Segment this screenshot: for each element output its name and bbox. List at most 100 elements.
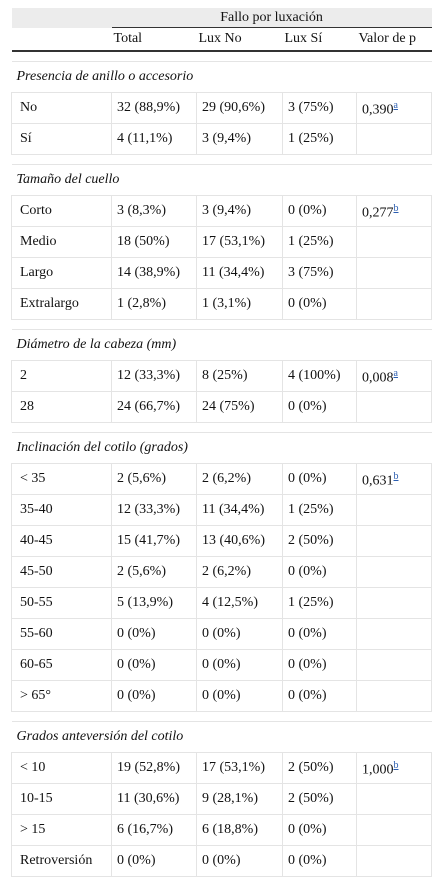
p-value-cell: 0,008a	[355, 360, 433, 392]
data-cell: 0 (0%)	[111, 649, 197, 681]
data-cell: 2 (50%)	[282, 783, 357, 815]
data-cell: 12 (33,3%)	[111, 360, 197, 392]
footnote-link[interactable]: a	[393, 367, 398, 379]
data-cell: 0 (0%)	[111, 845, 197, 877]
data-cell: 1 (25%)	[282, 494, 357, 526]
data-cell: 0 (0%)	[282, 649, 357, 681]
footnote-link[interactable]: b	[393, 202, 399, 214]
row-label: No	[11, 92, 112, 124]
row-label: Sí	[11, 123, 112, 155]
data-cell: 11 (34,4%)	[196, 494, 283, 526]
data-cell: 0 (0%)	[111, 618, 197, 650]
data-cell: 0 (0%)	[282, 195, 357, 227]
p-value: 0,008	[362, 370, 394, 386]
data-row: Corto 3 (8,3%) 3 (9,4%) 0 (0%) 0,277b	[11, 195, 433, 227]
footnote-link[interactable]: a	[393, 99, 398, 111]
p-value-cell	[355, 783, 433, 815]
column-header: Total	[111, 27, 197, 52]
data-cell: 0 (0%)	[196, 680, 283, 712]
section-title: Tamaño del cuello	[11, 164, 432, 196]
data-cell: 5 (13,9%)	[111, 587, 197, 619]
row-label: 55-60	[11, 618, 112, 650]
p-value-cell	[355, 525, 433, 557]
data-cell: 3 (9,4%)	[196, 195, 283, 227]
data-cell: 11 (30,6%)	[111, 783, 197, 815]
column-header: Lux Sí	[282, 27, 357, 52]
section-title: Presencia de anillo o accesorio	[11, 61, 432, 93]
data-row: > 65° 0 (0%) 0 (0%) 0 (0%)	[11, 680, 433, 712]
data-row: 2 12 (33,3%) 8 (25%) 4 (100%) 0,008a	[11, 360, 433, 392]
footnote-link[interactable]: b	[393, 470, 399, 482]
data-row: 55-60 0 (0%) 0 (0%) 0 (0%)	[11, 618, 433, 650]
section-row: Grados anteversión del cotilo	[11, 721, 432, 753]
row-label: Largo	[11, 257, 112, 289]
data-cell: 4 (11,1%)	[111, 123, 197, 155]
data-cell: 24 (75%)	[196, 391, 283, 423]
p-value-cell	[355, 618, 433, 650]
column-header: Lux No	[196, 27, 283, 52]
p-value-cell	[355, 123, 433, 155]
data-cell: 3 (9,4%)	[196, 123, 283, 155]
row-label: > 15	[11, 814, 112, 846]
table-body: Fallo por luxación Total Lux No Lux Sí V…	[11, 8, 433, 877]
data-cell: 3 (75%)	[282, 92, 357, 124]
data-cell: 8 (25%)	[196, 360, 283, 392]
footnote-ref: b	[394, 469, 399, 482]
footnote-ref: b	[394, 758, 399, 771]
spacer-cell	[11, 154, 432, 165]
p-value: 0,631	[362, 473, 394, 489]
data-row: Largo 14 (38,9%) 11 (34,4%) 3 (75%)	[11, 257, 433, 289]
p-value-cell	[355, 226, 433, 258]
row-label: < 35	[11, 463, 112, 495]
header-cell	[11, 8, 112, 28]
data-cell: 0 (0%)	[282, 618, 357, 650]
footnote-link[interactable]: b	[393, 759, 399, 771]
data-cell: 3 (8,3%)	[111, 195, 197, 227]
spacer-row	[11, 154, 432, 165]
row-label: 50-55	[11, 587, 112, 619]
data-row: 45-50 2 (5,6%) 2 (6,2%) 0 (0%)	[11, 556, 433, 588]
data-cell: 2 (50%)	[282, 752, 357, 784]
data-cell: 6 (18,8%)	[196, 814, 283, 846]
data-row: 10-15 11 (30,6%) 9 (28,1%) 2 (50%)	[11, 783, 433, 815]
spacer-cell	[11, 711, 432, 722]
data-cell: 0 (0%)	[282, 288, 357, 320]
data-row: < 10 19 (52,8%) 17 (53,1%) 2 (50%) 1,000b	[11, 752, 433, 784]
data-cell: 1 (25%)	[282, 123, 357, 155]
data-cell: 1 (25%)	[282, 587, 357, 619]
p-value-cell: 0,277b	[355, 195, 433, 227]
p-value-cell	[355, 649, 433, 681]
data-cell: 1 (25%)	[282, 226, 357, 258]
spacer-row	[11, 319, 432, 330]
data-cell: 32 (88,9%)	[111, 92, 197, 124]
spacer-row	[11, 422, 432, 433]
row-label: 40-45	[11, 525, 112, 557]
data-cell: 0 (0%)	[282, 463, 357, 495]
header-row: Fallo por luxación	[11, 8, 432, 28]
data-cell: 1 (2,8%)	[111, 288, 197, 320]
data-cell: 29 (90,6%)	[196, 92, 283, 124]
spacer-cell	[11, 422, 432, 433]
p-value-cell: 1,000b	[355, 752, 433, 784]
data-row: Extralargo 1 (2,8%) 1 (3,1%) 0 (0%)	[11, 288, 433, 320]
data-row: 50-55 5 (13,9%) 4 (12,5%) 1 (25%)	[11, 587, 433, 619]
data-cell: 2 (6,2%)	[196, 556, 283, 588]
p-value-cell	[355, 556, 433, 588]
footnote-ref: b	[394, 201, 399, 214]
results-table: Fallo por luxación Total Lux No Lux Sí V…	[11, 8, 433, 877]
p-value-cell: 0,631b	[355, 463, 433, 495]
row-label: 2	[11, 360, 112, 392]
data-row: < 35 2 (5,6%) 2 (6,2%) 0 (0%) 0,631b	[11, 463, 433, 495]
data-cell: 6 (16,7%)	[111, 814, 197, 846]
row-label: Retroversión	[11, 845, 112, 877]
data-cell: 2 (6,2%)	[196, 463, 283, 495]
data-cell: 18 (50%)	[111, 226, 197, 258]
header-row: Total Lux No Lux Sí Valor de p	[11, 27, 432, 52]
row-label: 35-40	[11, 494, 112, 526]
p-value-cell: 0,390a	[355, 92, 433, 124]
p-value: 1,000	[362, 762, 394, 778]
data-cell: 1 (3,1%)	[196, 288, 283, 320]
data-cell: 11 (34,4%)	[196, 257, 283, 289]
section-title: Grados anteversión del cotilo	[11, 721, 432, 753]
